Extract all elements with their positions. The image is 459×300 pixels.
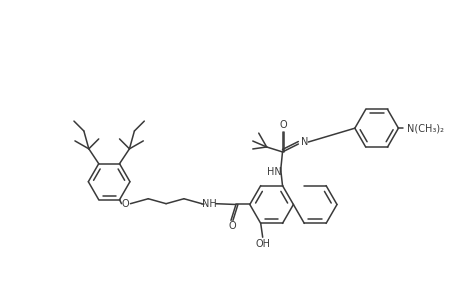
- Text: O: O: [279, 120, 287, 130]
- Text: N(CH₃)₂: N(CH₃)₂: [406, 123, 443, 133]
- Text: OH: OH: [255, 239, 269, 249]
- Text: HN: HN: [267, 167, 281, 177]
- Text: NH: NH: [202, 199, 217, 209]
- Text: O: O: [228, 221, 235, 231]
- Text: O: O: [121, 199, 129, 209]
- Text: N: N: [300, 137, 308, 147]
